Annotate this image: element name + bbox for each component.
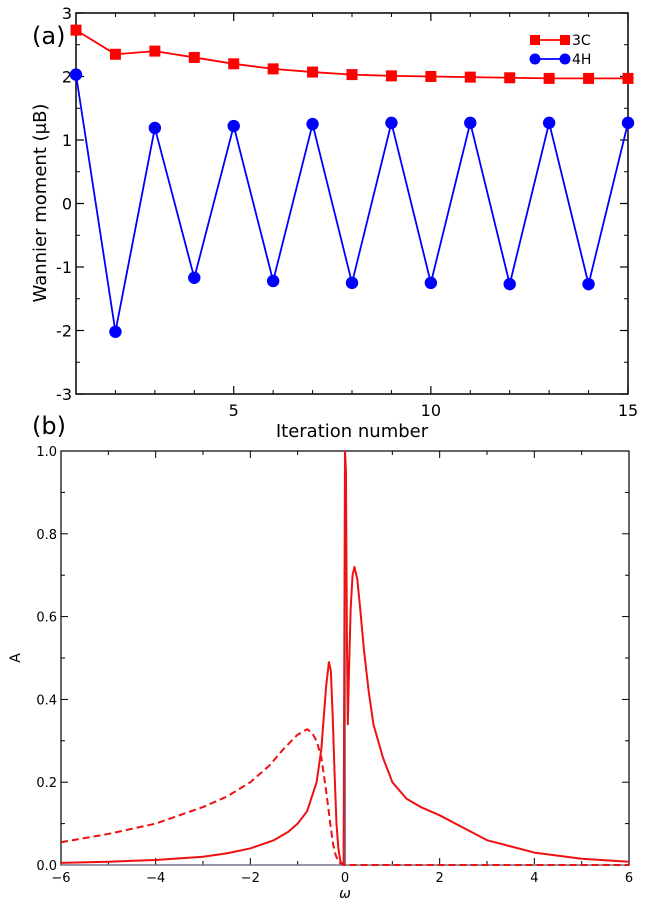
b-xtick-label: −4 <box>146 871 165 886</box>
b-xtick-label: −6 <box>51 871 70 886</box>
b-series-solid-0 <box>60 450 630 866</box>
data-point-3C <box>188 51 200 63</box>
data-point-3C <box>543 72 555 84</box>
legend-marker-3C <box>530 35 540 45</box>
a-ytick-label: 0 <box>62 195 72 214</box>
panel-a-series <box>69 24 635 338</box>
data-point-4H <box>582 277 595 291</box>
data-point-3C <box>583 72 595 84</box>
data-point-3C <box>425 71 437 82</box>
data-point-4H <box>306 117 319 131</box>
b-ytick-label: 0.2 <box>36 776 57 791</box>
b-ytick-label: 1.0 <box>36 445 57 460</box>
a-ytick-label: 2 <box>62 68 72 87</box>
data-point-4H <box>188 271 201 284</box>
data-point-3C <box>149 45 161 57</box>
data-point-4H <box>542 116 556 130</box>
panel-b-ticks: −6 −4 −2 0 2 4 6 0.0 0.2 0.4 0.6 0.8 1.0 <box>36 445 633 886</box>
data-point-4H <box>109 325 122 338</box>
b-ytick-label: 0.4 <box>36 693 57 708</box>
panel-a-xlabel: Iteration number <box>276 421 429 442</box>
data-point-4H <box>148 121 162 135</box>
a-ytick-label: 3 <box>62 4 72 23</box>
data-point-4H <box>424 276 438 290</box>
b-ytick-label: 0.8 <box>36 528 57 543</box>
data-point-3C <box>622 72 634 84</box>
legend-label-3C: 3C <box>572 33 591 49</box>
series-line-4H <box>75 74 629 332</box>
a-xtick-label: 15 <box>618 401 638 420</box>
a-ytick-label: -1 <box>56 258 72 277</box>
data-point-3C <box>307 66 319 78</box>
panel-a: 5 10 15 -3 -2 -1 0 1 2 3 (a) Iteration number Wan… <box>30 4 638 442</box>
panel-a-ticks: 5 10 15 -3 -2 -1 0 1 2 3 <box>56 4 638 420</box>
data-point-4H <box>69 68 83 81</box>
b-ytick-label: 0.6 <box>36 611 57 626</box>
data-point-4H <box>345 276 359 290</box>
b-xtick-label: 0 <box>341 871 349 886</box>
panel-a-letter: (a) <box>32 22 65 50</box>
legend-marker-4H <box>559 53 571 65</box>
data-point-3C <box>385 70 397 82</box>
legend-label-4H: 4H <box>572 52 591 68</box>
b-xtick-label: 4 <box>530 871 538 886</box>
data-point-3C <box>464 71 476 83</box>
panel-b-ylabel: A <box>8 653 24 663</box>
b-xtick-label: 6 <box>625 871 633 886</box>
b-series-dashed-1 <box>60 728 629 866</box>
a-xtick-label: 10 <box>421 401 441 420</box>
data-point-3C <box>228 58 240 70</box>
data-point-4H <box>621 116 635 130</box>
panel-b-letter: (b) <box>32 412 66 440</box>
b-ytick-label: 0.0 <box>36 859 57 874</box>
data-point-4H <box>503 277 516 291</box>
a-xtick-label: 5 <box>229 401 239 420</box>
b-xtick-label: −2 <box>241 871 260 886</box>
data-point-3C <box>504 72 516 84</box>
data-point-3C <box>70 24 82 36</box>
panel-a-ylabel: Wannier moment (μB) <box>30 104 51 303</box>
a-ytick-label: -3 <box>56 385 72 404</box>
panel-b: −6 −4 −2 0 2 4 6 0.0 0.2 0.4 0.6 0.8 1.0 (b) ω A <box>8 412 633 902</box>
legend-marker-4H <box>529 53 541 65</box>
data-point-4H <box>464 116 477 130</box>
legend-marker-3C <box>560 35 570 45</box>
a-ytick-label: 1 <box>62 131 72 150</box>
data-point-4H <box>266 274 280 288</box>
data-point-4H <box>227 119 240 133</box>
panel-b-series <box>60 450 630 866</box>
panel-b-xlabel: ω <box>339 886 351 902</box>
data-point-3C <box>267 63 279 75</box>
data-point-3C <box>346 69 358 81</box>
data-point-4H <box>385 116 398 130</box>
a-ytick-label: -2 <box>56 322 72 341</box>
data-point-3C <box>109 48 121 60</box>
b-xtick-label: 2 <box>436 871 444 886</box>
